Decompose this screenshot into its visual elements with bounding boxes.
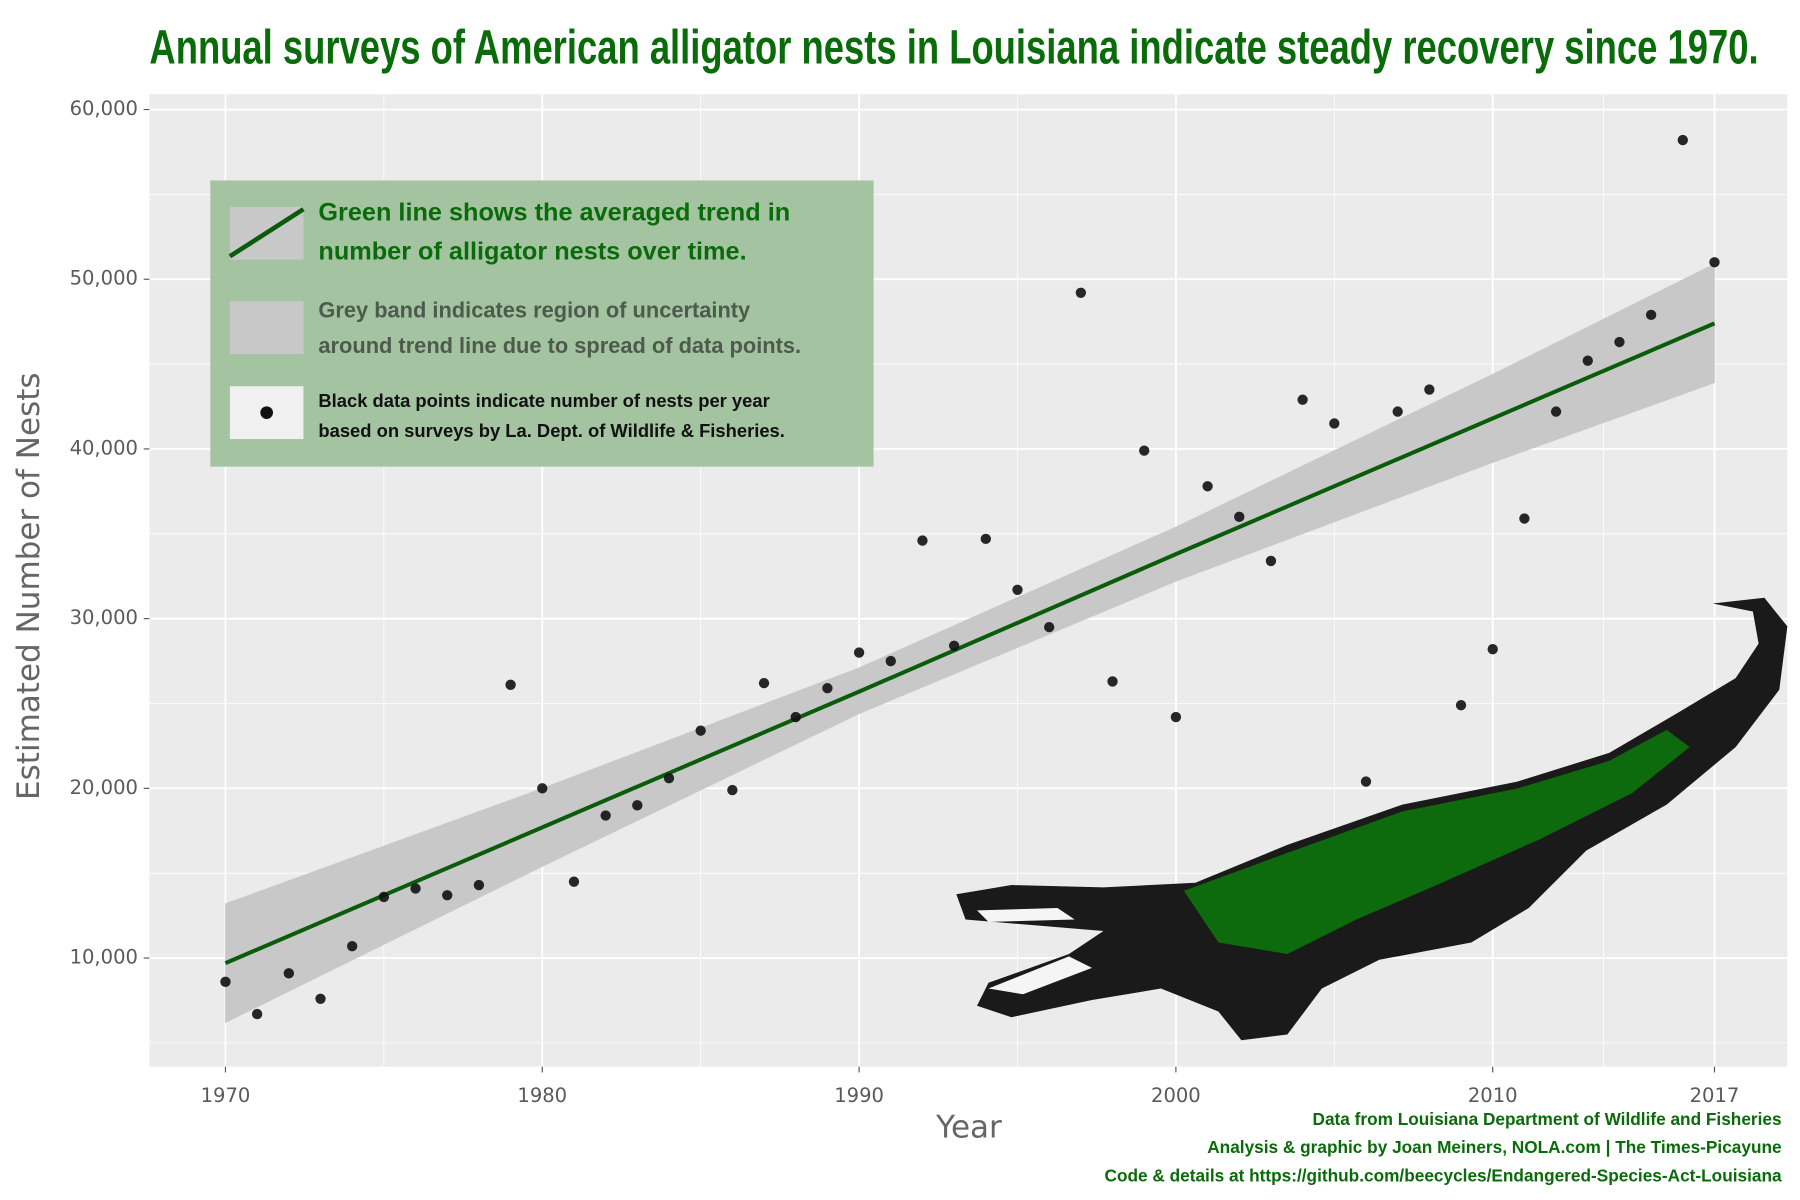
data-point — [1107, 676, 1118, 687]
legend-key-line — [228, 207, 305, 259]
legend-text: Black data points indicate number of nes… — [318, 390, 769, 411]
data-point — [1519, 513, 1530, 524]
y-tick-label: 10,000 — [70, 946, 138, 969]
data-point — [1392, 406, 1403, 417]
data-point — [505, 679, 516, 691]
data-point — [315, 993, 326, 1004]
x-tick-label: 1980 — [517, 1084, 567, 1107]
y-tick-label: 40,000 — [70, 436, 138, 459]
data-point — [1550, 406, 1562, 417]
data-point — [347, 941, 358, 952]
data-point — [600, 810, 611, 821]
trend — [224, 321, 1716, 965]
x-tick-label: 2017 — [1690, 1084, 1740, 1107]
data-point — [251, 1008, 263, 1020]
data-point — [1709, 257, 1720, 268]
data-point — [1582, 355, 1593, 366]
data-point — [1360, 776, 1372, 787]
points — [220, 134, 1720, 1020]
legend: Green line shows the averaged trend in n… — [210, 180, 874, 467]
x-tick-label: 1970 — [201, 1084, 251, 1107]
data-point — [1044, 621, 1055, 633]
data-point — [885, 655, 896, 667]
data-point — [283, 968, 294, 979]
data-point — [410, 883, 421, 894]
y-tick-label: 60,000 — [70, 97, 138, 120]
credit: Analysis & graphic by Joan Meiners, NOLA… — [1207, 1137, 1781, 1157]
grid — [149, 94, 1788, 1067]
legend-text: around trend line due to spread of data … — [318, 333, 801, 358]
uncertainty-band — [225, 263, 1715, 1024]
alligator-jaw — [977, 908, 1092, 995]
y-tick-label: 50,000 — [70, 267, 138, 290]
data-point — [1487, 644, 1498, 655]
data-point — [695, 725, 706, 736]
legend-key — [229, 301, 304, 355]
data-point — [663, 772, 675, 784]
x-tick-label: 2010 — [1468, 1084, 1518, 1107]
legend-text: based on surveys by La. Dept. of Wildlif… — [318, 420, 784, 441]
data-point — [822, 683, 833, 694]
credit: Code & details at https://github.com/bee… — [1105, 1166, 1782, 1186]
legend-key-point — [260, 406, 273, 419]
chart-title: Annual surveys of American alligator nes… — [149, 20, 1758, 74]
data-point — [1202, 481, 1213, 492]
data-point — [1645, 309, 1657, 321]
data-point — [790, 711, 801, 723]
trend-line — [224, 321, 1716, 965]
data-point — [537, 783, 548, 794]
alligator-body — [956, 597, 1788, 1041]
data-point — [980, 533, 991, 545]
data-point — [1329, 418, 1340, 429]
x-tick-label: 2000 — [1151, 1084, 1201, 1107]
data-point — [473, 879, 485, 891]
data-point — [1455, 700, 1467, 711]
x-axis-title: Year — [935, 1110, 1002, 1146]
data-point — [917, 535, 928, 546]
data-point — [378, 891, 390, 903]
band-segment — [1492, 263, 1715, 464]
alligator-illustration — [956, 597, 1788, 1041]
data-point — [1139, 445, 1150, 456]
data-point — [1265, 555, 1277, 567]
y-axis-title: Estimated Number of Nests — [11, 372, 47, 800]
legend-box — [210, 180, 874, 467]
legend-text: Green line shows the averaged trend in — [318, 198, 790, 226]
data-point — [948, 640, 960, 651]
data-point — [568, 876, 580, 887]
data-point — [1614, 336, 1625, 348]
data-point — [442, 890, 453, 901]
data-point — [853, 647, 865, 658]
data-point — [1075, 287, 1087, 298]
data-point — [727, 784, 738, 796]
legend-text: number of alligator nests over time. — [318, 238, 746, 266]
x-tick-label: 1990 — [834, 1084, 884, 1107]
data-point — [1677, 134, 1688, 146]
y-tick-label: 20,000 — [70, 776, 138, 799]
data-point — [632, 800, 643, 811]
data-point — [1170, 711, 1182, 723]
data-point — [220, 976, 231, 987]
data-point — [1297, 394, 1308, 405]
data-point — [1424, 384, 1435, 395]
credit: Data from Louisiana Department of Wildli… — [1313, 1109, 1782, 1129]
legend-text: Grey band indicates region of uncertaint… — [318, 297, 751, 322]
data-point — [1012, 584, 1023, 595]
data-point — [1234, 511, 1245, 522]
data-point — [758, 677, 770, 689]
alligator-scales — [1183, 729, 1690, 955]
y-tick-label: 30,000 — [70, 606, 138, 629]
